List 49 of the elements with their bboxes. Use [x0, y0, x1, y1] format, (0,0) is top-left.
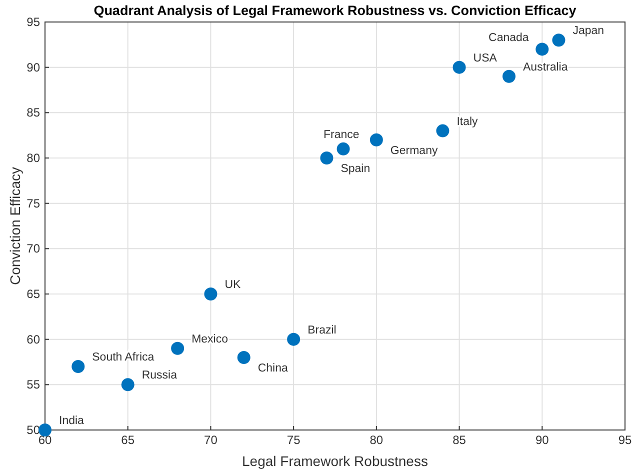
y-tick-label: 75	[26, 196, 40, 210]
point	[121, 378, 134, 392]
x-tick-label: 85	[452, 433, 466, 447]
series-label: Japan	[572, 25, 604, 38]
x-tick-label: 80	[370, 433, 384, 447]
y-tick-label: 60	[26, 332, 40, 346]
point	[370, 133, 383, 146]
series-label: UK	[224, 279, 242, 291]
y-tick-label: 70	[26, 242, 40, 256]
point	[536, 42, 549, 56]
series-label: Russia	[142, 370, 178, 382]
y-axis-title: Conviction Efficacy	[7, 166, 23, 286]
series-label: Brazil	[308, 324, 336, 336]
x-axis-title: Legal Framework Robustness	[242, 453, 428, 469]
x-tick-label: 65	[121, 433, 135, 447]
chart-title: Quadrant Analysis of Legal Framework Robustness vs. Conviction Efficacy	[94, 3, 577, 18]
x-tick-label: 70	[204, 433, 218, 447]
point	[204, 288, 218, 300]
x-tick-label: 75	[286, 433, 301, 447]
series-label: Germany	[390, 144, 438, 157]
point	[237, 350, 250, 364]
series-label: France	[323, 128, 360, 141]
x-tick-label: 95	[618, 433, 632, 447]
y-tick-label: 55	[26, 378, 40, 392]
series-label: Australia	[523, 61, 568, 74]
y-tick-label: 95	[26, 15, 40, 29]
point	[452, 60, 466, 74]
series-label: India	[59, 415, 85, 427]
y-tick-label: 80	[26, 151, 40, 165]
series-label: Italy	[456, 116, 478, 128]
series-label: Mexico	[192, 333, 228, 346]
point	[502, 70, 516, 83]
point	[171, 342, 184, 355]
y-tick-label: 85	[26, 106, 40, 120]
series-label: USA	[473, 52, 498, 64]
point	[320, 152, 334, 164]
y-tick-label: 90	[26, 60, 40, 74]
series-label: China	[258, 362, 289, 374]
point	[287, 332, 300, 346]
point	[336, 142, 350, 156]
series-label: Canada	[488, 32, 530, 44]
series-label: South Africa	[92, 352, 155, 364]
point	[436, 124, 450, 138]
point	[72, 360, 85, 374]
y-tick-label: 65	[26, 287, 40, 301]
point	[552, 34, 566, 47]
series-label: Spain	[340, 163, 370, 175]
x-tick-label: 60	[38, 433, 52, 447]
x-tick-label: 90	[535, 433, 550, 447]
